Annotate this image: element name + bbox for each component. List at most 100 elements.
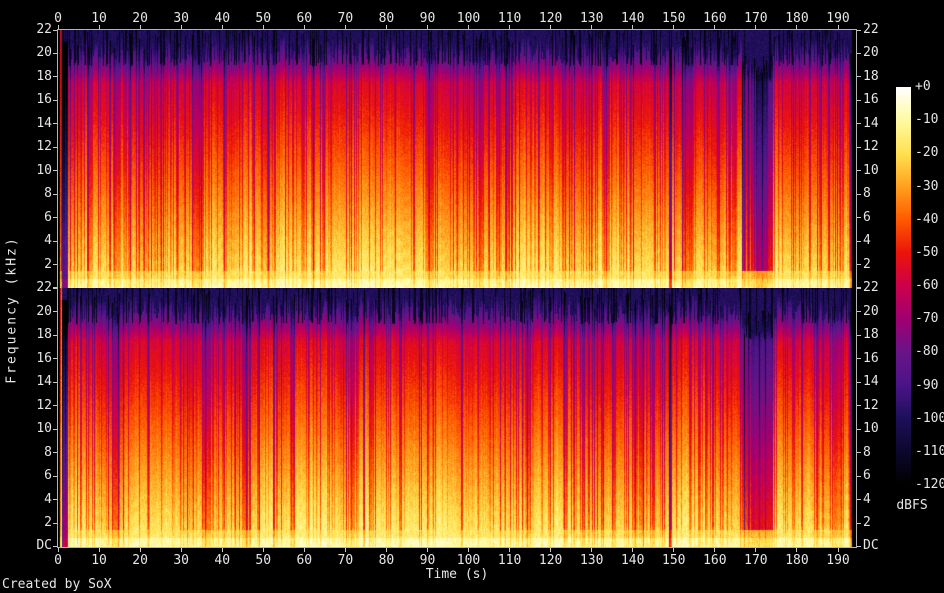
colorbar-tick-label: -110 bbox=[915, 443, 944, 459]
freq-tick-mark bbox=[857, 288, 861, 289]
freq-tick-label: DC bbox=[36, 538, 52, 553]
colorbar-tick-label: -30 bbox=[915, 178, 939, 194]
freq-tick-mark bbox=[857, 170, 861, 171]
freq-tick-mark bbox=[857, 405, 861, 406]
freq-tick-mark bbox=[53, 147, 57, 148]
freq-tick-label: 8 bbox=[44, 444, 52, 460]
freq-tick-label: 2 bbox=[863, 256, 871, 272]
spectrogram-channel-2 bbox=[58, 288, 856, 547]
time-tick-label: 140 bbox=[620, 11, 645, 26]
freq-tick-mark bbox=[857, 311, 861, 312]
time-tick-label: 150 bbox=[662, 11, 686, 26]
time-tick-mark bbox=[591, 548, 592, 552]
time-tick-label: 80 bbox=[378, 11, 395, 26]
freq-tick-mark bbox=[857, 358, 861, 359]
freq-tick-label: 20 bbox=[36, 45, 52, 61]
time-tick-label: 130 bbox=[579, 553, 604, 568]
freq-tick-label: 22 bbox=[863, 22, 879, 37]
freq-tick-label: 6 bbox=[44, 468, 52, 484]
freq-tick-label: 6 bbox=[863, 209, 871, 225]
time-tick-label: 190 bbox=[826, 553, 850, 568]
freq-tick-label: 14 bbox=[863, 115, 879, 131]
freq-tick-mark bbox=[53, 546, 57, 547]
freq-tick-mark bbox=[857, 76, 861, 77]
time-tick-mark bbox=[796, 25, 797, 29]
freq-tick-mark bbox=[857, 53, 861, 54]
time-tick-mark bbox=[345, 548, 346, 552]
spectrogram-channel-1 bbox=[58, 30, 856, 288]
time-tick-mark bbox=[509, 25, 510, 29]
time-tick-label: 110 bbox=[497, 553, 522, 568]
freq-tick-mark bbox=[53, 217, 57, 218]
freq-tick-mark bbox=[857, 287, 861, 288]
time-tick-mark bbox=[386, 548, 387, 552]
freq-tick-label: 2 bbox=[44, 256, 52, 272]
freq-tick-label: DC bbox=[863, 538, 879, 553]
freq-tick-label: 18 bbox=[36, 327, 52, 343]
time-tick-label: 0 bbox=[54, 553, 62, 568]
freq-tick-mark bbox=[53, 335, 57, 336]
freq-tick-mark bbox=[53, 452, 57, 453]
freq-tick-label: 18 bbox=[863, 68, 879, 84]
colorbar-tick-label: -60 bbox=[915, 278, 939, 293]
time-tick-mark bbox=[222, 548, 223, 552]
colorbar-tick-label: +0 bbox=[915, 79, 931, 94]
time-tick-mark bbox=[304, 548, 305, 552]
time-tick-mark bbox=[468, 25, 469, 29]
freq-tick-mark bbox=[53, 311, 57, 312]
freq-tick-mark bbox=[53, 499, 57, 500]
freq-tick-mark bbox=[857, 241, 861, 242]
freq-tick-mark bbox=[857, 123, 861, 124]
time-tick-label: 180 bbox=[785, 11, 809, 26]
time-tick-label: 60 bbox=[296, 553, 313, 568]
time-tick-mark bbox=[181, 25, 182, 29]
time-tick-mark bbox=[140, 548, 141, 552]
time-tick-mark bbox=[263, 548, 264, 552]
freq-tick-label: 14 bbox=[36, 374, 52, 390]
freq-tick-mark bbox=[857, 100, 861, 101]
time-tick-mark bbox=[468, 548, 469, 552]
freq-tick-mark bbox=[53, 523, 57, 524]
time-tick-mark bbox=[509, 548, 510, 552]
freq-tick-mark bbox=[53, 405, 57, 406]
colorbar-tick-label: -120 bbox=[915, 477, 944, 492]
freq-tick-label: 22 bbox=[36, 280, 52, 295]
colorbar-tick-label: -20 bbox=[915, 145, 939, 161]
time-tick-mark bbox=[755, 25, 756, 29]
freq-tick-mark bbox=[857, 452, 861, 453]
time-tick-mark bbox=[99, 25, 100, 29]
freq-tick-mark bbox=[857, 147, 861, 148]
freq-tick-label: 22 bbox=[863, 280, 879, 295]
freq-tick-mark bbox=[53, 76, 57, 77]
time-tick-label: 20 bbox=[132, 553, 148, 568]
colorbar-tick-label: -70 bbox=[915, 311, 939, 327]
freq-tick-mark bbox=[53, 358, 57, 359]
freq-tick-mark bbox=[857, 429, 861, 430]
freq-tick-label: 10 bbox=[863, 421, 879, 437]
time-tick-label: 50 bbox=[255, 11, 272, 26]
freq-tick-mark bbox=[53, 241, 57, 242]
time-tick-label: 190 bbox=[826, 11, 850, 26]
time-tick-mark bbox=[427, 548, 428, 552]
time-tick-label: 80 bbox=[378, 553, 395, 568]
time-tick-label: 100 bbox=[456, 11, 481, 26]
time-tick-mark bbox=[181, 548, 182, 552]
freq-tick-label: 2 bbox=[863, 515, 871, 531]
freq-tick-mark bbox=[857, 194, 861, 195]
freq-tick-label: 18 bbox=[36, 68, 52, 84]
freq-tick-mark bbox=[53, 123, 57, 124]
freq-tick-label: 14 bbox=[863, 374, 879, 390]
freq-tick-mark bbox=[53, 53, 57, 54]
freq-tick-mark bbox=[53, 264, 57, 265]
freq-tick-label: 22 bbox=[36, 22, 52, 37]
freq-tick-mark bbox=[857, 499, 861, 500]
time-tick-mark bbox=[632, 548, 633, 552]
time-tick-mark bbox=[673, 548, 674, 552]
freq-tick-mark bbox=[53, 429, 57, 430]
colorbar-unit-label: dBFS bbox=[896, 498, 928, 513]
time-tick-label: 120 bbox=[538, 11, 563, 26]
freq-tick-label: 20 bbox=[863, 45, 879, 61]
freq-tick-label: 8 bbox=[44, 186, 52, 202]
colorbar-tick-label: -80 bbox=[915, 344, 939, 360]
